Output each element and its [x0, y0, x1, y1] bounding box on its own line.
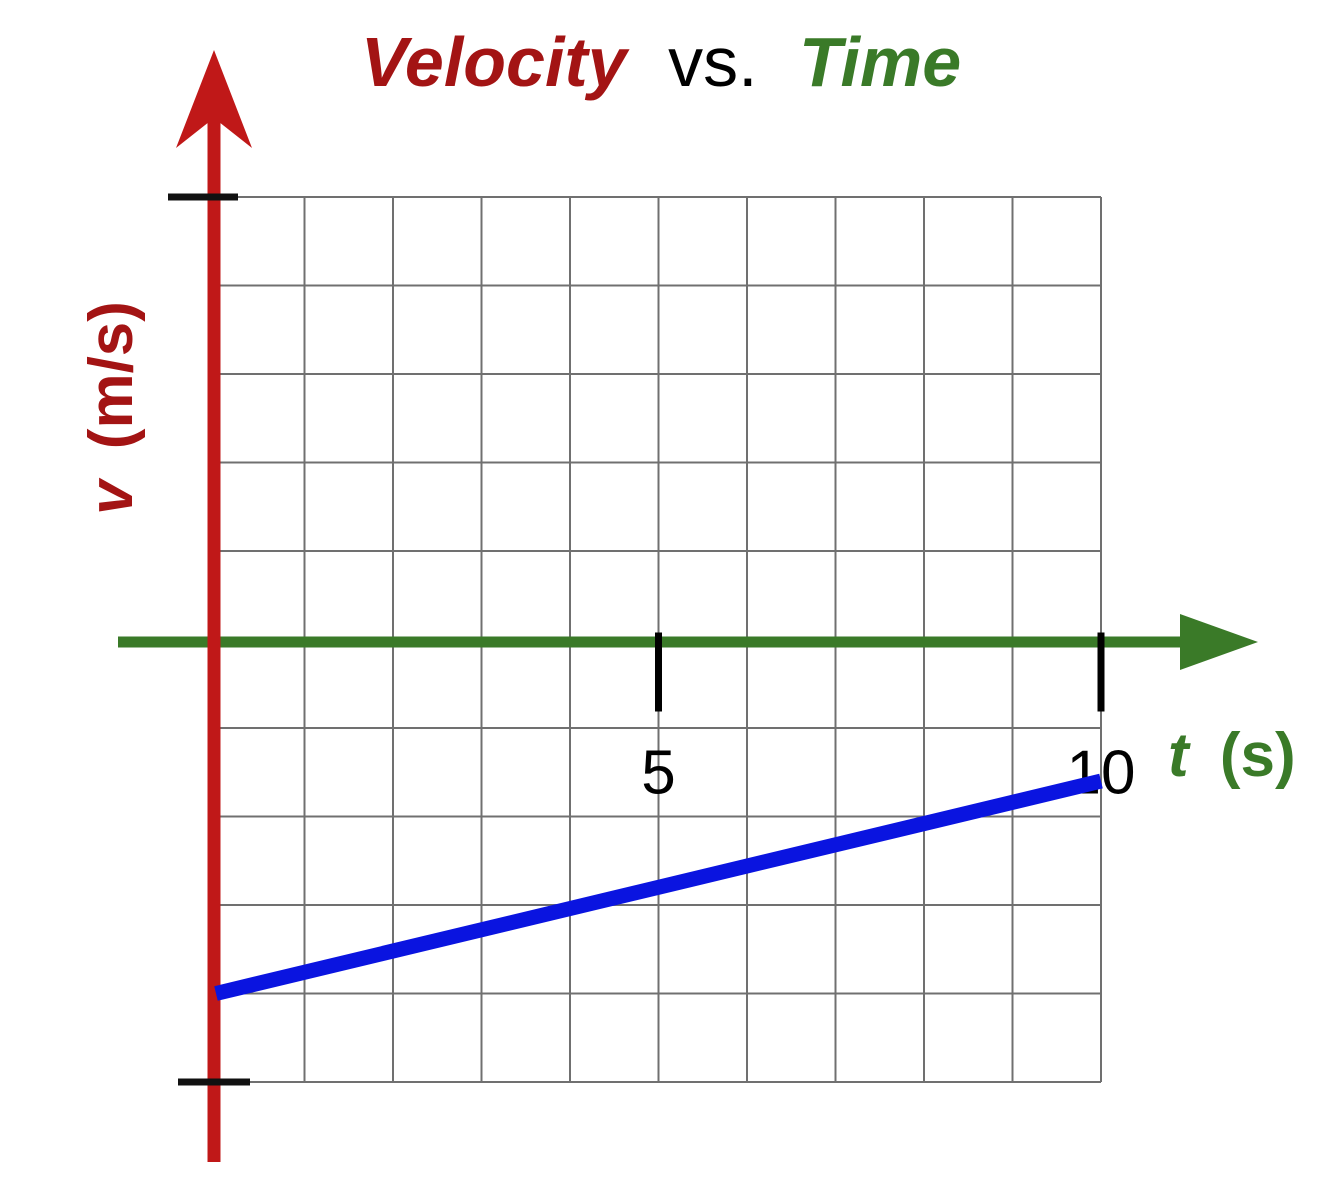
- chart-title: Velocity vs. Time: [361, 23, 961, 101]
- grid: [215, 196, 1102, 1083]
- x-axis-label-var: t: [1168, 721, 1191, 790]
- y-axis-label: v (m/s): [77, 301, 146, 515]
- series-line: [214, 773, 1103, 1001]
- t-axis-ticks: 5 10: [641, 632, 1136, 808]
- x-axis-label: t (s): [1168, 721, 1296, 790]
- y-axis-label-var: v: [77, 477, 146, 515]
- x-tick-label: 5: [641, 739, 675, 808]
- title-vs: vs.: [668, 23, 757, 101]
- v-axis-arrowhead: [176, 50, 252, 148]
- title-time: Time: [799, 23, 961, 101]
- x-axis-label-unit: (s): [1220, 721, 1296, 790]
- v-axis: [176, 50, 252, 1162]
- t-axis: [118, 614, 1258, 670]
- series-group: [214, 773, 1103, 1001]
- title-velocity: Velocity: [361, 23, 630, 101]
- t-axis-arrowhead: [1180, 614, 1258, 670]
- y-axis-label-unit: (m/s): [77, 301, 146, 449]
- x-tick-label: 10: [1067, 739, 1136, 808]
- v-axis-ticks: [168, 193, 250, 1086]
